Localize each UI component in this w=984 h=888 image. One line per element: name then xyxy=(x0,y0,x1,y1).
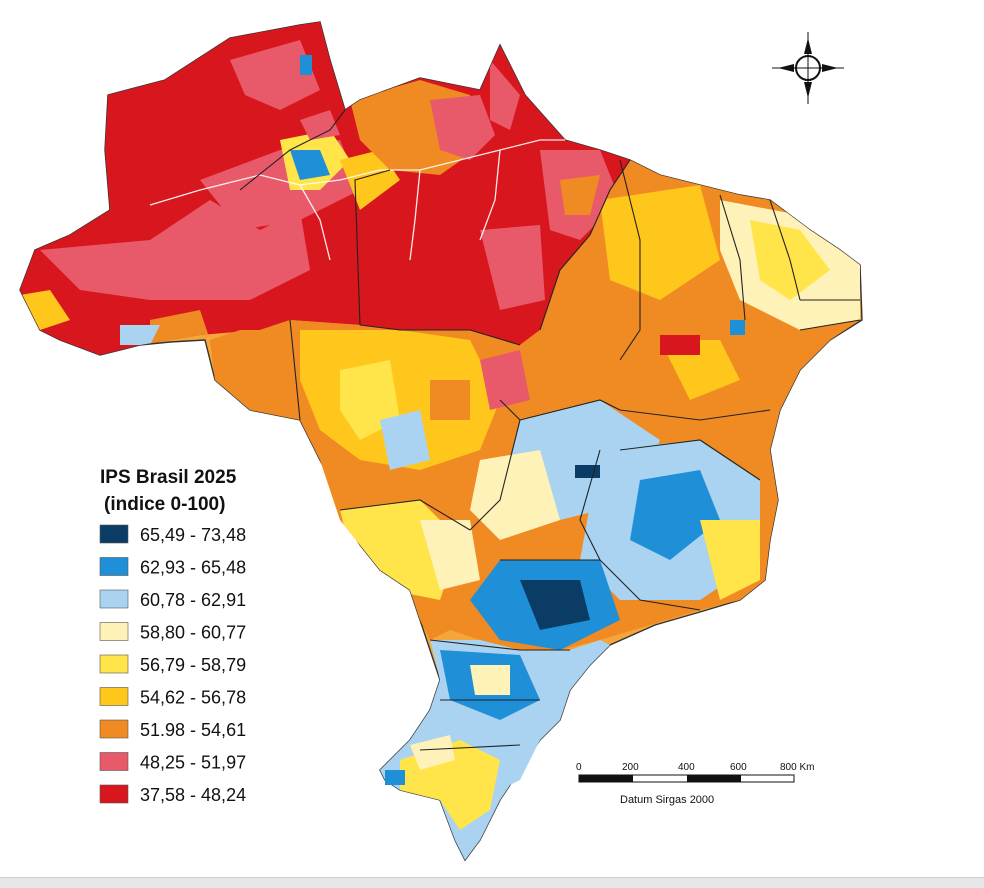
scale-datum-label: Datum Sirgas 2000 xyxy=(620,794,714,806)
scale-tick-label: 600 xyxy=(730,762,747,773)
legend-swatch xyxy=(99,589,129,609)
scale-tick-label: 0 xyxy=(576,762,582,773)
north-arrow-compass-icon xyxy=(772,32,844,104)
scale-tick-label: 200 xyxy=(622,762,639,773)
legend-class-label: 62,93 - 65,48 xyxy=(140,558,246,578)
legend-title-line1: IPS Brasil 2025 xyxy=(100,467,237,488)
legend-swatch xyxy=(99,524,129,544)
scale-bar: Datum Sirgas 2000 0 200 400 600 800 Km xyxy=(576,762,814,806)
legend-class-label: 56,79 - 58,79 xyxy=(140,655,246,675)
south-region xyxy=(380,640,610,860)
legend-class-label: 51.98 - 54,61 xyxy=(140,720,246,740)
legend-swatch xyxy=(99,752,129,771)
legend-class-label: 37,58 - 48,24 xyxy=(140,785,246,805)
legend-swatch xyxy=(99,687,129,706)
legend-class-label: 60,78 - 62,91 xyxy=(140,590,246,610)
legend: IPS Brasil 2025 (indice 0-100) 65,49 - 7… xyxy=(99,467,246,805)
legend-class-label: 65,49 - 73,48 xyxy=(140,525,246,545)
legend-swatch xyxy=(99,622,129,641)
amazon-river-system xyxy=(149,139,565,261)
bottom-frame-bar xyxy=(0,877,984,888)
legend-class-label: 54,62 - 56,78 xyxy=(140,688,246,708)
legend-class-label: 48,25 - 51,97 xyxy=(140,753,246,773)
scale-tick-label: 400 xyxy=(678,762,695,773)
legend-swatch xyxy=(99,557,129,576)
scale-tick-label: 800 Km xyxy=(780,762,814,773)
legend-swatch xyxy=(99,654,129,674)
legend-swatch xyxy=(99,719,129,739)
legend-class-label: 58,80 - 60,77 xyxy=(140,623,246,643)
legend-title-line2: (indice 0-100) xyxy=(104,494,225,515)
legend-swatch xyxy=(99,784,129,804)
state-boundaries xyxy=(239,109,861,751)
